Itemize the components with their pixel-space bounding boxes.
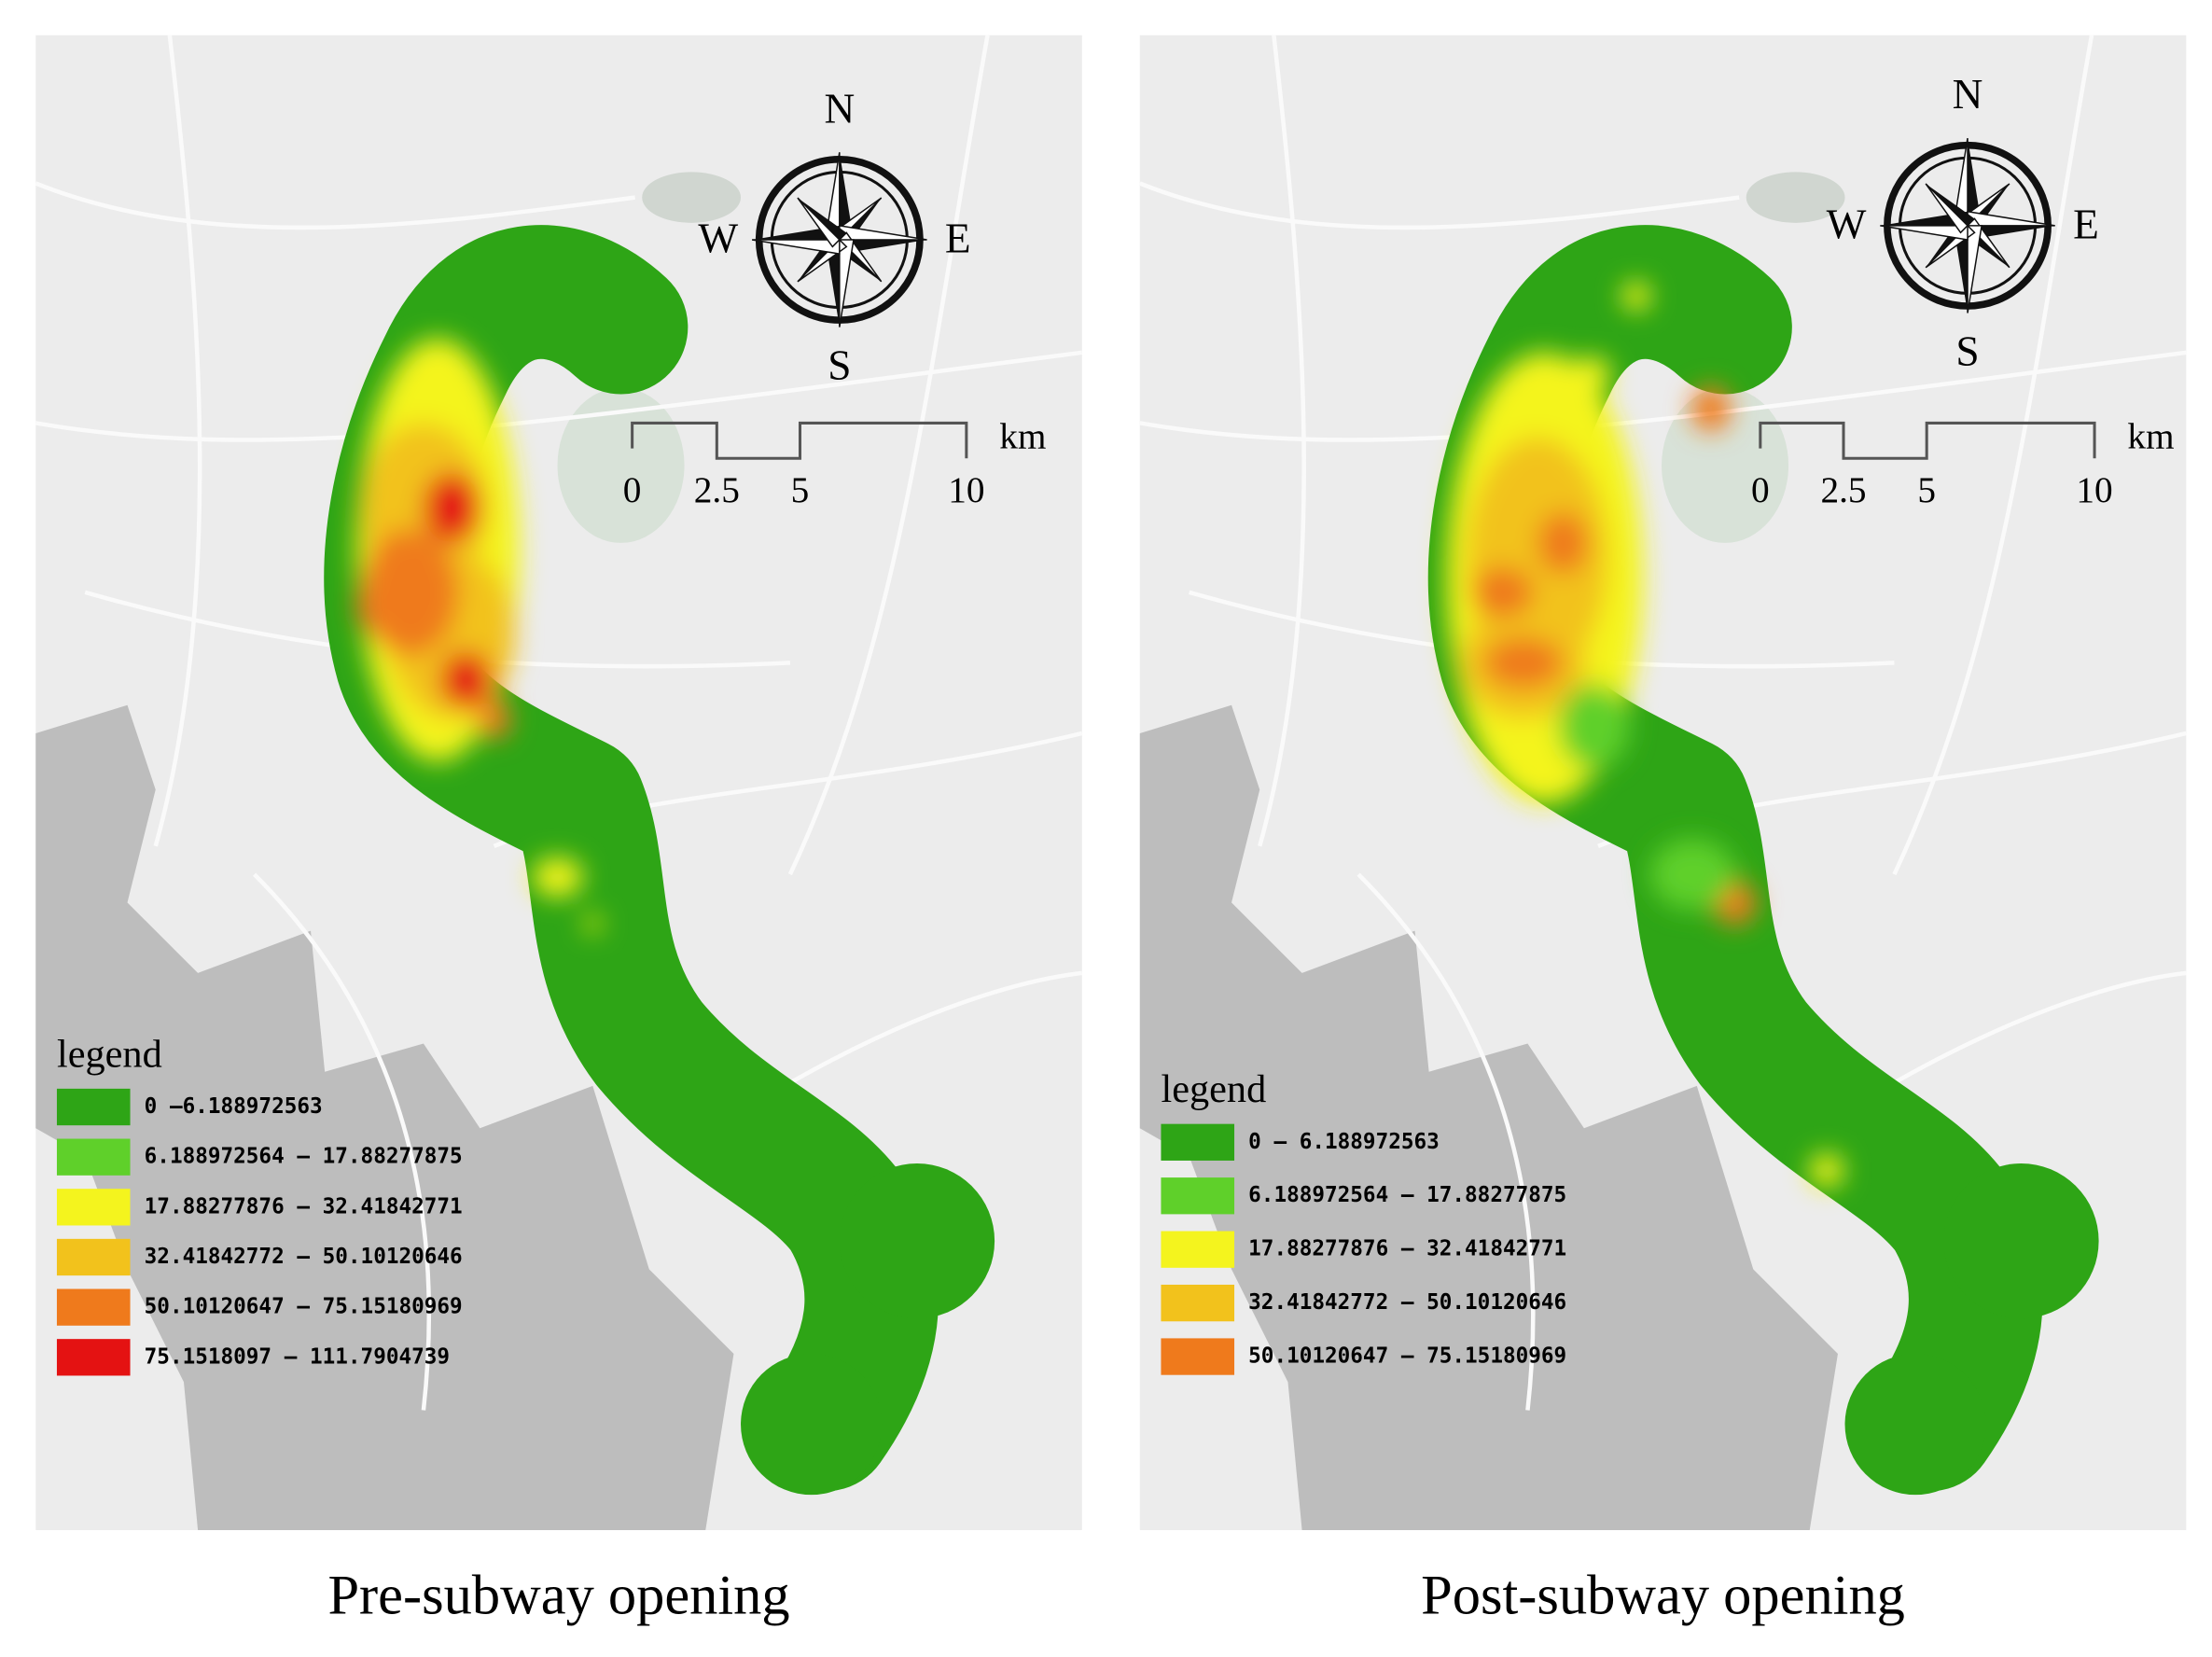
legend-label: 6.188972564 – 17.88277875 (1248, 1183, 1566, 1207)
road (1356, 872, 1536, 1411)
legend-swatch (56, 1238, 131, 1276)
heat-spot (423, 472, 480, 543)
heat-spot (1690, 386, 1732, 432)
road (35, 181, 635, 230)
compass-point (1925, 183, 1969, 234)
park (642, 172, 742, 223)
compass-point (797, 198, 847, 240)
heat-spot (1571, 356, 1611, 391)
scale-label: 5 (791, 470, 810, 510)
compass-point (839, 152, 854, 240)
water (1139, 704, 1838, 1530)
heat-spot (1649, 839, 1735, 910)
compass-label: E (945, 215, 971, 261)
compass-label: W (698, 215, 738, 261)
heat-spot (355, 575, 407, 638)
heat-layer (355, 338, 602, 933)
heat-spot (440, 651, 492, 708)
compass-point (825, 239, 840, 327)
legend-label: 17.88277876 – 32.41842771 (1248, 1237, 1566, 1261)
compass: N E S W (698, 85, 970, 388)
compass-label: S (828, 341, 851, 388)
legend-swatch (56, 1189, 131, 1226)
heat-spot (584, 914, 602, 933)
scale-label: 10 (948, 470, 984, 510)
legend-label: 50.10120647 – 75.15180969 (145, 1295, 463, 1319)
legend-swatch (1161, 1123, 1235, 1161)
compass-label: N (1953, 71, 1983, 118)
heat-spot (440, 382, 492, 422)
compass-point (751, 239, 841, 255)
legend-label: 17.88277876 – 32.41842771 (145, 1194, 463, 1218)
legend-swatch (1161, 1284, 1235, 1322)
corridor (1943, 1163, 2099, 1319)
legend-label: 32.41842772 – 50.10120646 (1248, 1290, 1566, 1315)
water (35, 704, 734, 1530)
scale-label: 10 (2076, 470, 2112, 510)
compass-label: W (1827, 201, 1867, 247)
compass-point (839, 239, 855, 327)
corridor (839, 1163, 995, 1319)
compass-point (1926, 183, 1975, 226)
legend-swatch (56, 1288, 131, 1326)
map-panel: N E S W 0 2.5 5 10 km legend 0 –6.188972563 6.18897… (35, 35, 1083, 1626)
compass-point (1880, 225, 1969, 241)
park (557, 387, 685, 543)
compass-point (1967, 225, 1983, 313)
legend-swatch (56, 1138, 131, 1176)
legend-label: 50.10120647 – 75.15180969 (1248, 1344, 1566, 1369)
legend-swatch (56, 1088, 131, 1126)
heat-layer (1445, 282, 1844, 1188)
park (1662, 387, 1789, 543)
legend-label: 0 –6.188972563 (145, 1094, 323, 1119)
heat-spot (1809, 1153, 1844, 1188)
park (1746, 172, 1845, 223)
compass: N E S W (1827, 71, 2099, 374)
scale-unit: km (2127, 417, 2174, 457)
road (252, 872, 431, 1411)
compass-point (839, 239, 927, 255)
scale-label: 2.5 (694, 470, 740, 510)
heat-spot (1621, 282, 1650, 311)
legend-swatch (1161, 1177, 1235, 1215)
scale-bar (631, 421, 968, 460)
scale-bar (1759, 421, 2096, 460)
compass-label: S (1955, 327, 1979, 374)
panel-title: Post-subway opening (1421, 1564, 1905, 1626)
corridor (1844, 1354, 1986, 1496)
heat-spot (1537, 511, 1589, 575)
legend-label: 6.188972564 – 17.88277875 (145, 1145, 463, 1169)
road (1892, 35, 2094, 876)
legend-swatch (1161, 1231, 1235, 1268)
legend-label: 75.1518097 – 111.7904739 (145, 1344, 450, 1369)
scale-label: 5 (1917, 470, 1936, 510)
scale-unit: km (999, 417, 1046, 457)
compass-label: E (2073, 201, 2099, 247)
heat-spot (477, 699, 511, 740)
legend-title: legend (57, 1032, 162, 1076)
legend-swatch (1161, 1338, 1235, 1375)
legend-swatch (56, 1339, 131, 1376)
road (787, 35, 990, 876)
scale-label: 0 (1751, 470, 1770, 510)
compass-point (797, 197, 841, 248)
legend-label: 32.41842772 – 50.10120646 (145, 1245, 463, 1269)
heat-spot (532, 856, 583, 898)
scale-label: 2.5 (1820, 470, 1866, 510)
heat-spot (1470, 566, 1534, 619)
heat-spot (1558, 684, 1630, 769)
legend-title: legend (1161, 1067, 1266, 1111)
heat-spot (1483, 637, 1564, 689)
compass-label: N (824, 85, 855, 132)
legend-label: 0 – 6.188972563 (1248, 1130, 1440, 1154)
scale-label: 0 (623, 470, 642, 510)
map-panel: N E S W 0 2.5 5 10 km legend 0 – 6.188972563 6.1889… (1138, 35, 2187, 1626)
panel-title: Pre-subway opening (327, 1564, 789, 1626)
corridor (741, 1354, 883, 1496)
road (1138, 181, 1740, 230)
